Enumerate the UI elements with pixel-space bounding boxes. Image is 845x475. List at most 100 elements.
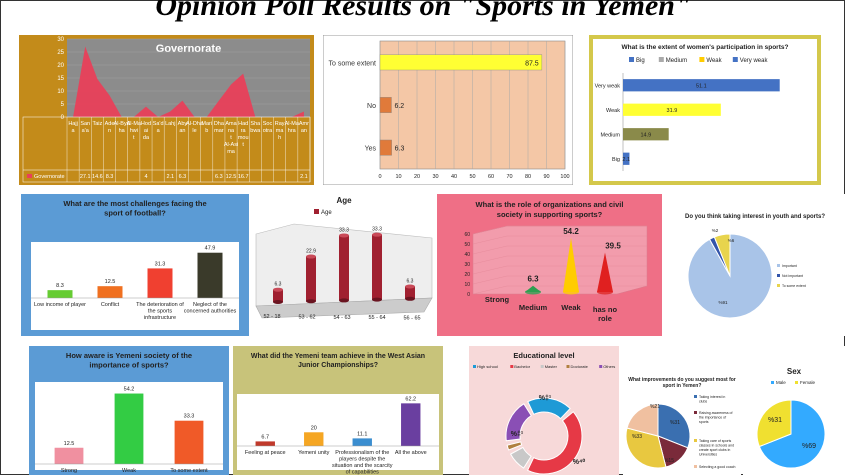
gridline [472, 285, 508, 295]
category-label: Strong [61, 468, 77, 474]
y-tick-label: 0 [467, 292, 470, 298]
bar [97, 286, 123, 298]
category-label: hwi [130, 128, 138, 134]
cylinder-base [273, 300, 283, 304]
bar [114, 393, 144, 464]
football-challenges-chart: What are the most challenges facing the s… [21, 194, 249, 336]
category-label: na [228, 128, 235, 134]
y-tick-label: 10 [57, 89, 64, 95]
y-tick-label: 10 [464, 282, 470, 288]
legend-label: To some extent [782, 284, 806, 288]
category-label: 54 - 63 [333, 315, 350, 321]
value-label: 6.2 [394, 103, 404, 110]
category-label: 53 - 62 [298, 314, 315, 320]
legend-swatch [658, 57, 664, 62]
y-tick-label: 15 [57, 76, 64, 82]
page-title: Opinion Poll Results on "Sports in Yemen… [155, 0, 692, 22]
legend-swatch [27, 174, 32, 178]
value-label: 14.9 [640, 132, 651, 138]
value-label: 6.3 [527, 275, 539, 284]
value-label: 2.1 [622, 157, 630, 163]
chart-title: Age [336, 196, 352, 205]
value-label: 8.3 [106, 174, 114, 180]
cylinder-top [339, 233, 349, 238]
bar [379, 139, 392, 156]
cylinder-top [372, 232, 382, 237]
slice-label: %6 [728, 238, 735, 243]
category-label: n [108, 128, 111, 134]
cone-base [563, 289, 579, 295]
donut-slice [506, 441, 523, 451]
donut-slice [527, 397, 571, 420]
gridline [472, 245, 508, 255]
y-tick-label: 20 [57, 63, 64, 69]
value-label: 4 [144, 174, 147, 180]
legend-label: Others [603, 364, 615, 369]
category-label: Al-Ma [127, 121, 142, 127]
legend-label: Taking interest in clubs [699, 395, 725, 404]
category-label: All the above [395, 450, 427, 456]
x-tick-label: 60 [488, 174, 494, 180]
bar [54, 447, 84, 464]
legend-label: Bachelor [514, 364, 530, 369]
category-label: Feeling at peace [245, 450, 286, 456]
bar [255, 441, 275, 446]
value-label: 54.2 [563, 227, 579, 236]
value-label: 31.3 [155, 261, 166, 267]
category-label: Low income of player [34, 302, 86, 308]
category-label: ha [119, 128, 126, 134]
improvements-chart: What improvements do you suggest most fo… [623, 346, 741, 475]
governorate-chart: Governorate 0 5 10 15 20 25 30 Hajj a San a'a Taiz Ad… [19, 35, 314, 185]
donut-slice [526, 411, 583, 475]
legend-label: Raising awareness of the importance of spo… [699, 411, 732, 424]
value-label: 62.2 [405, 396, 416, 402]
legend-label: Doctorate [571, 364, 589, 369]
bar [379, 54, 543, 71]
gridline [472, 275, 508, 285]
category-label: 56 - 65 [403, 316, 420, 322]
cylinder-top [405, 284, 415, 289]
achievement-chart: What did the Yemeni team achieve in the … [233, 346, 443, 475]
bar [379, 97, 392, 113]
category-label: Amr [299, 121, 309, 127]
civil-society-role-chart: What is the role of organizations and ci… [437, 194, 662, 336]
category-label: Weak [122, 468, 136, 474]
chart-title: What did the Yemeni team achieve in the … [251, 353, 425, 369]
legend-label: Big [636, 58, 645, 64]
category-label: 52 - 18 [263, 314, 280, 320]
chart-title: Governorate [156, 43, 221, 55]
value-label: 33.3 [372, 227, 382, 233]
education-chart: Educational level High school Bachelor Mast… [469, 346, 619, 475]
x-tick-label: 50 [469, 174, 475, 180]
bar [623, 79, 780, 92]
bar [401, 403, 421, 446]
cylinder-bar [405, 286, 415, 299]
cylinder-bar [372, 234, 382, 300]
cone-base [525, 289, 541, 295]
category-label: Weak [606, 108, 620, 114]
x-tick-label: 20 [414, 174, 420, 180]
category-label: Soc [263, 121, 273, 127]
legend-swatch [777, 264, 780, 267]
pie-slice [626, 403, 659, 437]
category-label: le [192, 128, 196, 134]
bar [352, 438, 372, 446]
cylinder-top [273, 287, 283, 292]
category-label: Strong [485, 295, 510, 304]
category-label: Professionalism of the players despite th… [332, 450, 393, 475]
area-series [73, 46, 304, 117]
category-label: an [179, 128, 185, 134]
extent-chart: 0 10 20 30 40 50 60 70 80 90 100 To some extent 87.5… [323, 35, 573, 185]
category-label: Conflict [101, 302, 120, 308]
donut-slice [505, 403, 532, 442]
legend-label: Important [782, 264, 797, 268]
legend-swatch [510, 365, 514, 368]
slice-label: %‡¹ [511, 431, 524, 438]
legend-label: Female [800, 380, 816, 385]
cylinder-base [405, 296, 415, 301]
pie-slice [756, 399, 792, 448]
value-label: 6.3 [407, 279, 414, 285]
category-label: Weak [561, 303, 581, 312]
category-label: Yes [365, 146, 377, 153]
